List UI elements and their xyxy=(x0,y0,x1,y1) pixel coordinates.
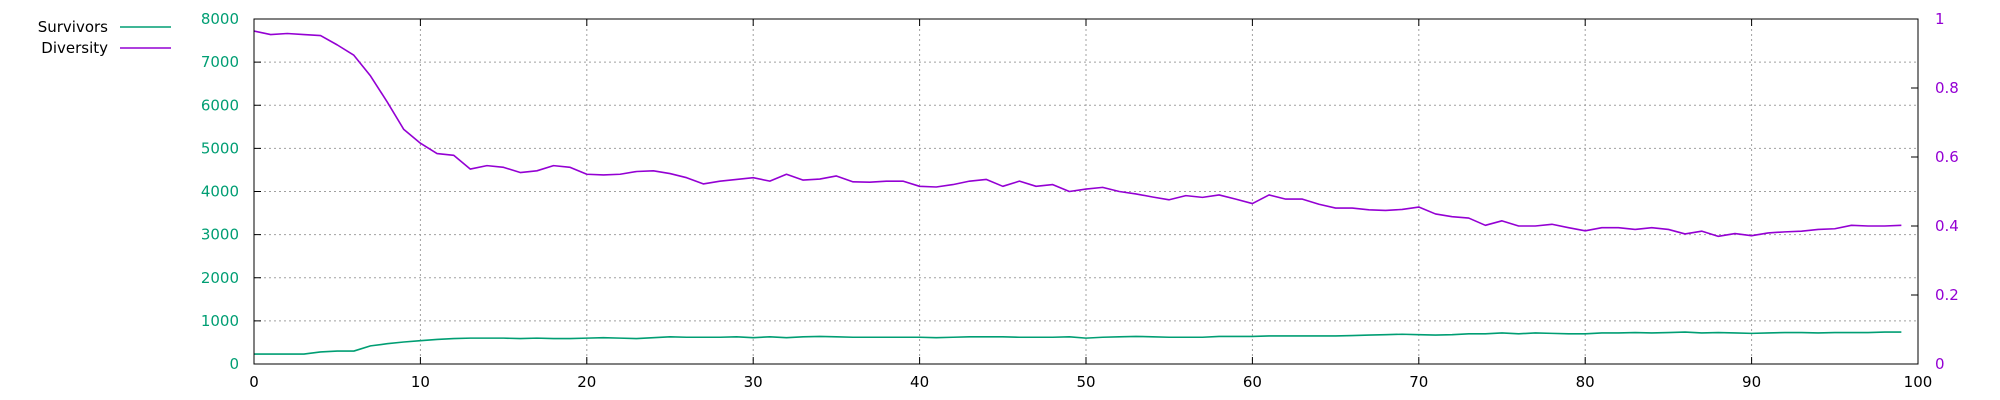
x-tick-label: 20 xyxy=(577,373,596,391)
series-line-survivors xyxy=(254,331,1902,355)
y2-tick-label: 0.8 xyxy=(1935,79,1959,97)
y-tick-label: 4000 xyxy=(201,183,239,201)
legend-label-survivors: Survivors xyxy=(38,18,108,36)
x-tick-label: 40 xyxy=(910,373,929,391)
y-tick-label: 5000 xyxy=(201,139,239,157)
x-tick-label: 80 xyxy=(1576,373,1595,391)
legend: Survivors Diversity xyxy=(38,18,171,57)
y2-tick-label: 1 xyxy=(1935,10,1945,28)
x-tick-label: 90 xyxy=(1742,373,1761,391)
y2-tick-label: 0 xyxy=(1935,355,1945,373)
series-line-diversity xyxy=(253,30,1902,238)
x-tick-label: 30 xyxy=(744,373,763,391)
x-tick-label: 0 xyxy=(249,373,259,391)
y-axis-left: 0 1000 2000 3000 4000 5000 6000 7000 8000 xyxy=(201,10,261,373)
grid-lines xyxy=(254,19,1918,364)
y2-tick-label: 0.6 xyxy=(1935,148,1959,166)
x-tick-label: 50 xyxy=(1076,373,1095,391)
y2-tick-label: 0.4 xyxy=(1935,217,1959,235)
y-tick-label: 6000 xyxy=(201,96,239,114)
x-tick-label: 60 xyxy=(1243,373,1262,391)
x-tick-label: 100 xyxy=(1904,373,1933,391)
y-tick-label: 7000 xyxy=(201,53,239,71)
y-tick-label: 8000 xyxy=(201,10,239,28)
y2-tick-label: 0.2 xyxy=(1935,286,1959,304)
x-tick-label: 10 xyxy=(411,373,430,391)
y-tick-label: 2000 xyxy=(201,269,239,287)
series-lines xyxy=(253,30,1902,355)
x-tick-label: 70 xyxy=(1409,373,1428,391)
y-tick-label: 3000 xyxy=(201,226,239,244)
legend-label-diversity: Diversity xyxy=(41,39,108,57)
y-tick-label: 1000 xyxy=(201,312,239,330)
y-axis-right: 0 0.2 0.4 0.6 0.8 1 xyxy=(1911,10,1959,373)
y-tick-label: 0 xyxy=(229,355,239,373)
x-axis: 0 10 20 30 40 50 60 70 80 90 100 xyxy=(249,19,1932,391)
